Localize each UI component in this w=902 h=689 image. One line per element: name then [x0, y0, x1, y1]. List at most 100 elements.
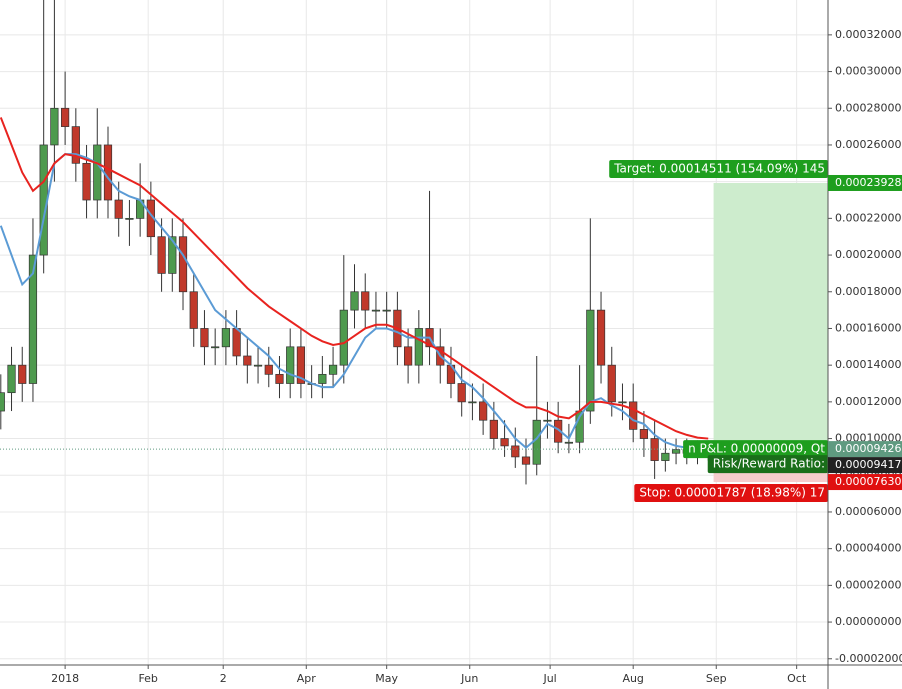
candle-body: [350, 291, 359, 311]
candle-body: [500, 438, 509, 447]
candle-body: [564, 441, 573, 444]
candle-body: [468, 401, 477, 404]
y-tick-label: 0.00000000: [835, 615, 901, 628]
candle-body: [221, 328, 230, 348]
candle-body: [339, 309, 348, 366]
candle-body: [521, 456, 531, 465]
x-tick-label: May: [375, 672, 398, 685]
candle-body: [93, 144, 102, 201]
y-tick-label: 0.00030000: [835, 65, 901, 78]
y-tick-label: 0.00002000: [835, 578, 901, 591]
pnl-label: n P&L: 0.00000009, Qt: [688, 442, 825, 456]
price-marker-label: 0.00007630: [835, 475, 901, 488]
price-marker-label: 0.00009417: [835, 458, 901, 471]
candle-body: [328, 364, 338, 375]
y-tick-label: 0.00018000: [835, 285, 901, 298]
candle-body: [18, 364, 27, 384]
rr-label-box: [707, 455, 828, 474]
candle-body: [253, 364, 263, 367]
candle-body: [211, 346, 220, 349]
moving-average-line: [0, 117, 709, 440]
candle-body: [414, 328, 423, 366]
candle-body: [286, 346, 295, 384]
y-tick-label: 0.00016000: [835, 321, 901, 334]
x-tick-label: 2018: [51, 672, 79, 685]
candle-body: [264, 364, 273, 375]
price-marker-label: 0.00023928: [835, 176, 901, 189]
x-tick-label: Oct: [787, 672, 807, 685]
price-marker: [828, 457, 902, 474]
candle-body: [61, 107, 70, 127]
stop-label: Stop: 0.00001787 (18.98%) 17: [639, 486, 825, 500]
candle-body: [479, 401, 488, 421]
candle-body: [82, 162, 91, 201]
plot-area: Target: 0.00014511 (154.09%) 145 Stop: 0.…: [0, 0, 828, 503]
x-tick-label: Apr: [297, 672, 317, 685]
candle-body: [618, 401, 627, 404]
candle-body: [661, 452, 670, 461]
price-marker: [828, 441, 902, 458]
candle-body: [168, 236, 177, 274]
y-tick-label: -0.00002000: [835, 652, 902, 665]
candle-body: [629, 401, 638, 430]
target-label: Target: 0.00014511 (154.09%) 145: [613, 161, 825, 175]
candle-body: [382, 309, 391, 312]
x-tick-label: Jul: [542, 672, 556, 685]
candle-body: [457, 383, 466, 403]
x-tick-label: Aug: [622, 672, 643, 685]
candle-body: [275, 373, 284, 384]
candle-body: [50, 107, 59, 146]
y-tick-label: 0.00022000: [835, 211, 901, 224]
candle-body: [178, 236, 188, 293]
y-tick-label: 0.00004000: [835, 542, 901, 555]
y-tick-label: 0.00014000: [835, 358, 901, 371]
rr-label: Risk/Reward Ratio:: [713, 457, 825, 471]
candle-body: [157, 236, 166, 274]
target-label-box: [609, 159, 828, 178]
candle-body: [596, 309, 606, 366]
candle-body: [586, 309, 595, 412]
x-tick-label: Sep: [706, 672, 727, 685]
candle-body: [543, 419, 552, 422]
candle-body: [114, 199, 123, 219]
y-tick-label: 0.00032000: [835, 28, 901, 41]
stop-label-box: [634, 484, 828, 503]
candle-body: [296, 346, 306, 384]
candle-body: [0, 392, 5, 412]
x-tick-label: Feb: [138, 672, 157, 685]
candle-body: [489, 419, 498, 439]
candle-body: [671, 449, 681, 454]
candle-body: [607, 364, 616, 403]
candle-body: [28, 254, 38, 384]
candle-body: [318, 373, 327, 384]
candle-body: [639, 429, 649, 439]
y-tick-label: 0.00020000: [835, 248, 901, 261]
y-tick-label: 0.00006000: [835, 505, 901, 518]
candle-body: [7, 364, 16, 394]
candle-body: [125, 218, 134, 220]
price-marker: [828, 474, 902, 491]
candle-body: [371, 309, 381, 312]
candle-body: [103, 144, 113, 201]
moving-average-line: [0, 153, 698, 451]
candle-body: [361, 291, 370, 311]
candle-body: [243, 355, 252, 366]
candle-body: [71, 126, 80, 164]
candle-body: [404, 346, 413, 366]
y-tick-label: 0.00028000: [835, 101, 901, 114]
price-marker: [828, 174, 902, 191]
grid: [0, 0, 828, 665]
y-tick-label: 0.00012000: [835, 395, 901, 408]
candle-body: [532, 419, 541, 465]
candle-body: [554, 419, 563, 443]
candle-body: [200, 328, 209, 348]
x-tick-label: 2: [220, 672, 227, 685]
candle-body: [232, 328, 241, 357]
pnl-label-box: [683, 440, 828, 459]
target-zone: [713, 182, 828, 450]
candle-body: [189, 291, 198, 329]
y-tick-label: 0.00026000: [835, 138, 901, 151]
price-marker-label: 0.00009426: [835, 442, 901, 455]
candle-body: [511, 445, 520, 458]
